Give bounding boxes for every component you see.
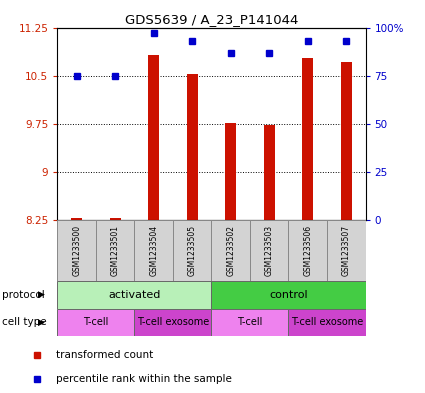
Text: GSM1233507: GSM1233507 [342,225,351,276]
Bar [187,74,198,220]
Text: transformed count: transformed count [56,350,153,360]
Bar [96,220,134,281]
Bar [110,218,121,220]
Bar [327,220,366,281]
Bar [225,123,236,220]
Bar [211,309,289,336]
Text: GSM1233500: GSM1233500 [72,225,81,276]
Bar [173,220,211,281]
Bar [134,309,211,336]
Bar [211,281,366,309]
Text: ▶: ▶ [38,290,45,299]
Text: GSM1233506: GSM1233506 [303,225,312,276]
Text: T-cell exosome: T-cell exosome [137,317,209,327]
Text: T-cell exosome: T-cell exosome [291,317,363,327]
Bar [57,220,96,281]
Text: cell type: cell type [2,317,47,327]
Bar [302,58,313,220]
Text: T-cell: T-cell [83,317,108,327]
Bar [341,62,351,220]
Bar [250,220,289,281]
Text: protocol: protocol [2,290,45,300]
Text: GSM1233505: GSM1233505 [188,225,197,276]
Bar [57,309,134,336]
Text: activated: activated [108,290,161,300]
Bar [57,281,211,309]
Bar [148,55,159,220]
Title: GDS5639 / A_23_P141044: GDS5639 / A_23_P141044 [125,13,298,26]
Bar [289,309,366,336]
Bar [134,220,173,281]
Bar [211,220,250,281]
Bar [71,218,82,220]
Text: GSM1233504: GSM1233504 [149,225,158,276]
Text: ▶: ▶ [38,318,45,327]
Text: percentile rank within the sample: percentile rank within the sample [56,374,232,384]
Bar [289,220,327,281]
Text: GSM1233502: GSM1233502 [226,225,235,276]
Text: GSM1233503: GSM1233503 [265,225,274,276]
Bar [264,125,275,220]
Text: control: control [269,290,308,300]
Text: GSM1233501: GSM1233501 [110,225,120,276]
Text: T-cell: T-cell [237,317,263,327]
